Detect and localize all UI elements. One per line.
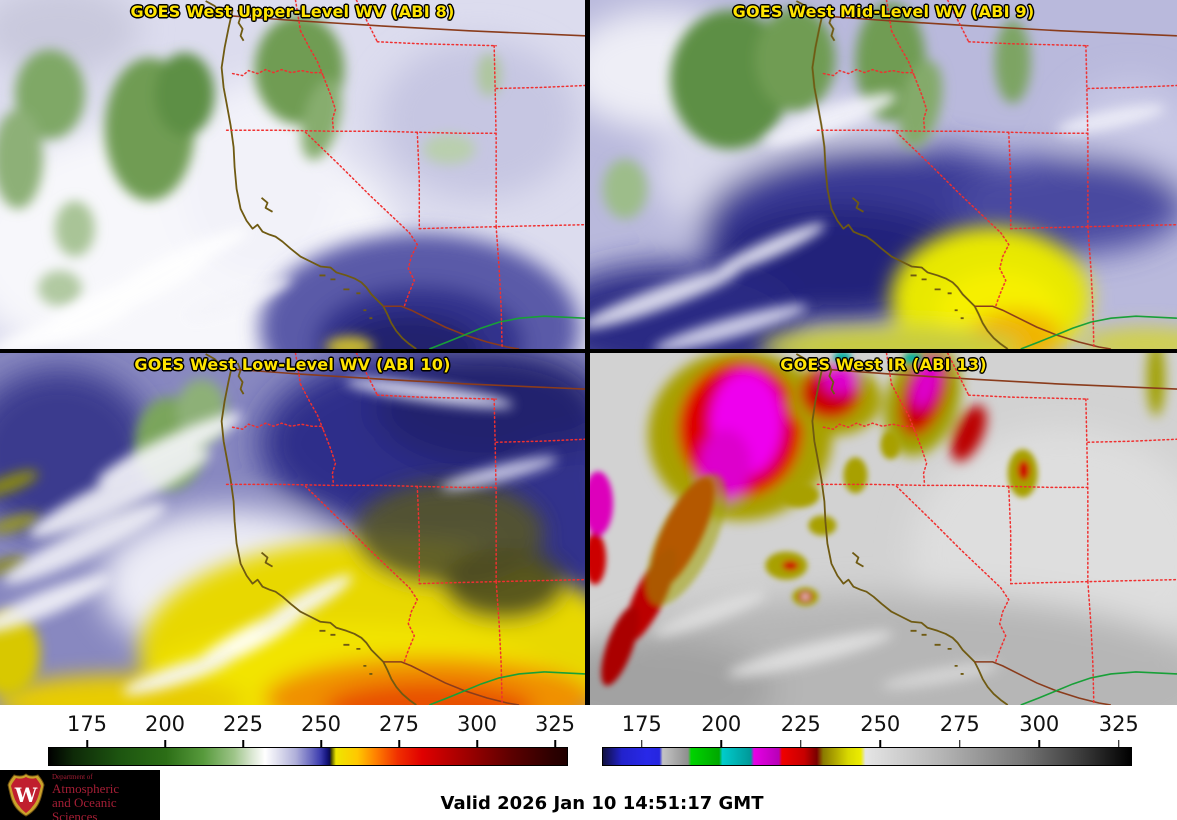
panel-low-level-wv: GOES West Low-Level WV (ABI 10): [0, 353, 585, 705]
logo-atmospheric: Atmospheric: [52, 781, 120, 797]
wv-tick-250: 250: [300, 712, 342, 736]
panel-ir: GOES West IR (ABI 13): [590, 353, 1177, 705]
wv-tick-175: 175: [66, 712, 108, 736]
logo-oceanic-sciences: and Oceanic Sciences: [52, 794, 117, 820]
logo-text: Department of Atmospheric and Oceanic Sc…: [52, 773, 160, 820]
ir-tick-275: 275: [939, 712, 980, 736]
ir-tick-300: 300: [1019, 712, 1060, 736]
wv-tick-200: 200: [144, 712, 186, 736]
wv-tick-275: 275: [378, 712, 420, 736]
ir-colorbar-ticks: 175 200 225 250 275 300 325: [602, 712, 1139, 747]
wv-tick-225: 225: [222, 712, 264, 736]
water-vapor-colorbar: [48, 747, 568, 766]
wv-tick-325: 325: [534, 712, 576, 736]
panel-title-abi10: GOES West Low-Level WV (ABI 10): [134, 355, 451, 374]
colorbar-footer-area: 175 200 225 250 275 300 325 175 200 225 …: [0, 705, 1177, 820]
ir-image: [590, 353, 1177, 705]
panel-title-abi9: GOES West Mid-Level WV (ABI 9): [732, 2, 1035, 21]
svg-text:W: W: [14, 783, 38, 807]
mid-level-wv-image: [590, 0, 1177, 349]
panel-upper-level-wv: GOES West Upper-Level WV (ABI 8): [0, 0, 585, 349]
ir-tick-200: 200: [701, 712, 742, 736]
panel-mid-level-wv: GOES West Mid-Level WV (ABI 9): [590, 0, 1177, 349]
ir-colorbar: [602, 747, 1132, 766]
panel-title-abi13: GOES West IR (ABI 13): [780, 355, 987, 374]
ir-tick-175: 175: [621, 712, 662, 736]
ir-tick-250: 250: [860, 712, 901, 736]
ir-tick-225: 225: [780, 712, 821, 736]
wv-tick-300: 300: [456, 712, 498, 736]
low-level-wv-image: [0, 353, 585, 705]
uw-crest-icon: W: [7, 773, 45, 817]
valid-time-label: Valid 2026 Jan 10 14:51:17 GMT: [440, 793, 764, 814]
ir-tick-325: 325: [1098, 712, 1139, 736]
aos-department-logo: W Department of Atmospheric and Oceanic …: [0, 770, 160, 820]
panel-title-abi8: GOES West Upper-Level WV (ABI 8): [130, 2, 455, 21]
satellite-panel-grid: GOES West Upper-Level WV (ABI 8): [0, 0, 1177, 705]
wv-colorbar-ticks: 175 200 225 250 275 300 325: [48, 712, 575, 747]
logo-dept-of: Department of: [52, 773, 93, 781]
upper-level-wv-image: [0, 0, 585, 349]
